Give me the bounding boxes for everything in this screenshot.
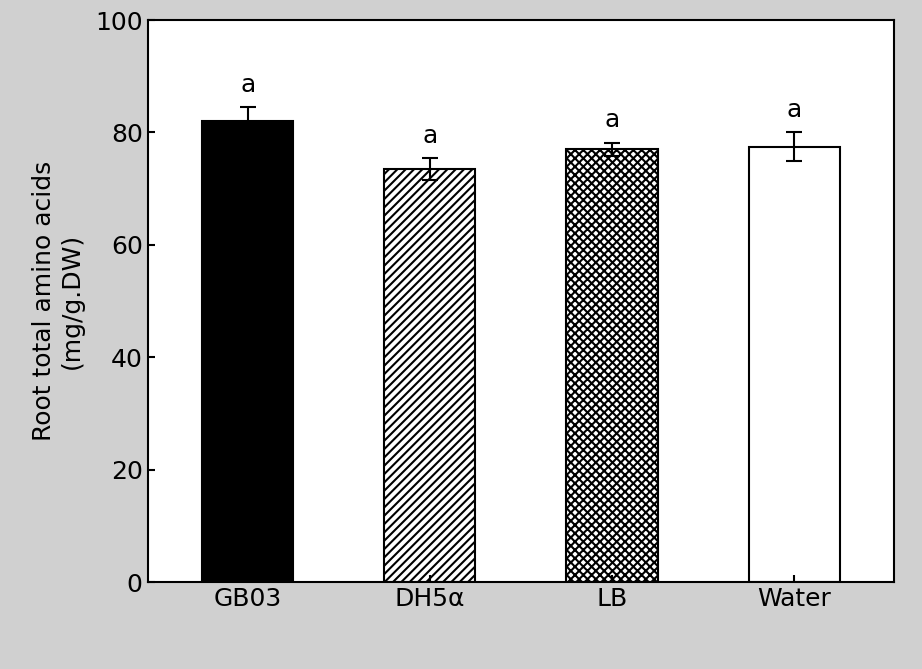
Bar — [202, 121, 293, 582]
Bar — [566, 149, 657, 582]
Bar — [384, 169, 476, 582]
Bar — [749, 147, 840, 582]
Y-axis label: Root total amino acids
(mg/g.DW): Root total amino acids (mg/g.DW) — [32, 161, 84, 441]
Text: a: a — [786, 98, 802, 122]
Text: a: a — [240, 73, 255, 97]
Text: a: a — [605, 108, 620, 132]
Text: a: a — [422, 124, 437, 148]
